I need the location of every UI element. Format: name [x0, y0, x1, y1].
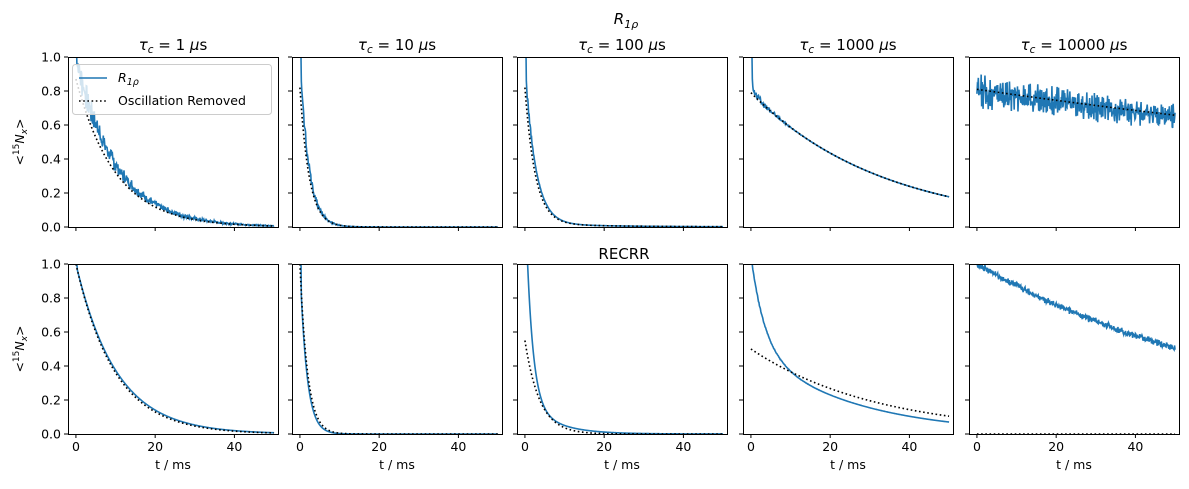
- x-tick-label: 0: [296, 439, 304, 454]
- fit-line-r0-c3: [750, 92, 950, 198]
- y-tick-label: 0.2: [41, 393, 61, 408]
- signal-line-r0-c4: [976, 74, 1176, 129]
- x-axis-label: t / ms: [155, 457, 191, 472]
- signal-line-r0-c1: [300, 57, 499, 227]
- y-tick-label: 0.6: [41, 118, 61, 133]
- axes-frame: [743, 57, 954, 228]
- axes-frame: [969, 264, 1180, 435]
- axes-frame: [517, 57, 728, 228]
- x-tick-label: 20: [822, 439, 838, 454]
- panel-r0-c1: τc = 10 μs: [288, 36, 503, 231]
- y-tick-label: 0.8: [41, 84, 61, 99]
- fit-line-r1-c3: [750, 348, 950, 417]
- signal-line-r1-c1: [300, 264, 499, 434]
- axes-frame: [68, 264, 279, 435]
- signal-line-r0-c2: [525, 57, 724, 227]
- column-title-3: τc = 1000 μs: [799, 36, 896, 56]
- y-tick-label: 0.2: [41, 186, 61, 201]
- fit-line-r0-c1: [299, 87, 499, 227]
- x-tick-label: 40: [901, 439, 917, 454]
- panel-r0-c3: τc = 1000 μs: [739, 36, 954, 231]
- x-tick-label: 20: [147, 439, 163, 454]
- x-tick-label: 0: [973, 439, 981, 454]
- axes-frame: [743, 264, 954, 435]
- x-tick-label: 40: [450, 439, 466, 454]
- row-title-recrr: RECRR: [598, 245, 649, 263]
- x-axis-label: t / ms: [604, 457, 640, 472]
- signal-line-r0-c3: [751, 57, 950, 198]
- x-tick-label: 0: [747, 439, 755, 454]
- x-tick-label: 40: [675, 439, 691, 454]
- panel-r1-c0: 0 20 40 0.0 0.2 0.4 0.6 0.8 1.0 t / ms <15Nx>: [12, 257, 279, 472]
- signal-line-r1-c0: [75, 264, 275, 434]
- legend-box: [72, 64, 272, 115]
- panel-r1-c1: 0 20 40 t / ms: [288, 263, 503, 472]
- legend: R1ρ Oscillation Removed: [72, 64, 272, 115]
- axes-frame: [68, 57, 279, 228]
- axes-frame: [292, 264, 503, 435]
- fit-line-r0-c0: [75, 78, 275, 227]
- x-tick-label: 40: [1127, 439, 1143, 454]
- y-tick-label: 0.0: [41, 427, 61, 442]
- x-tick-label: 20: [596, 439, 612, 454]
- x-axis-label: t / ms: [1056, 457, 1092, 472]
- y-axis-label: <15Nx>: [12, 325, 30, 372]
- axes-frame: [292, 57, 503, 228]
- y-tick-label: 0.4: [41, 359, 61, 374]
- y-tick-label: 0.8: [41, 291, 61, 306]
- x-tick-label: 0: [72, 439, 80, 454]
- x-tick-label: 40: [226, 439, 242, 454]
- column-title-4: τc = 10000 μs: [1021, 36, 1128, 56]
- x-tick-label: 20: [371, 439, 387, 454]
- y-tick-label: 0.4: [41, 152, 61, 167]
- x-axis-label: t / ms: [379, 457, 415, 472]
- y-tick-label: 1.0: [41, 257, 61, 272]
- y-axis-label: <15Nx>: [12, 118, 30, 165]
- y-tick-label: 1.0: [41, 50, 61, 65]
- panel-r0-c2: τc = 100 μs: [513, 36, 728, 231]
- signal-line-r1-c3: [751, 264, 950, 423]
- signal-line-r1-c4: [976, 264, 1176, 353]
- signal-line-r1-c2: [526, 264, 724, 434]
- x-axis-label: t / ms: [830, 457, 866, 472]
- axes-frame: [969, 57, 1180, 228]
- panel-r0-c4: τc = 10000 μs: [965, 36, 1180, 231]
- fit-line-r1-c0: [75, 264, 275, 434]
- x-tick-label: 0: [521, 439, 529, 454]
- y-tick-label: 0.0: [41, 220, 61, 235]
- panel-r1-c4: 0 20 40 t / ms: [965, 263, 1180, 472]
- column-title-1: τc = 10 μs: [358, 36, 436, 56]
- y-tick-label: 0.6: [41, 325, 61, 340]
- legend-label-oscillation-removed: Oscillation Removed: [118, 93, 246, 108]
- fit-line-r0-c2: [524, 87, 724, 227]
- column-title-0: τc = 1 μs: [139, 36, 208, 56]
- panel-r1-c3: 0 20 40 t / ms: [739, 263, 954, 472]
- legend-label-r1rho: R1ρ: [118, 70, 139, 88]
- fit-line-r1-c2: [524, 340, 724, 434]
- fit-line-r1-c1: [299, 264, 499, 434]
- axes-frame: [517, 264, 728, 435]
- panel-r1-c2: 0 20 40 t / ms: [513, 263, 728, 472]
- row-title-r1rho: R1ρ: [614, 10, 638, 31]
- column-title-2: τc = 100 μs: [578, 36, 666, 56]
- x-tick-label: 20: [1048, 439, 1064, 454]
